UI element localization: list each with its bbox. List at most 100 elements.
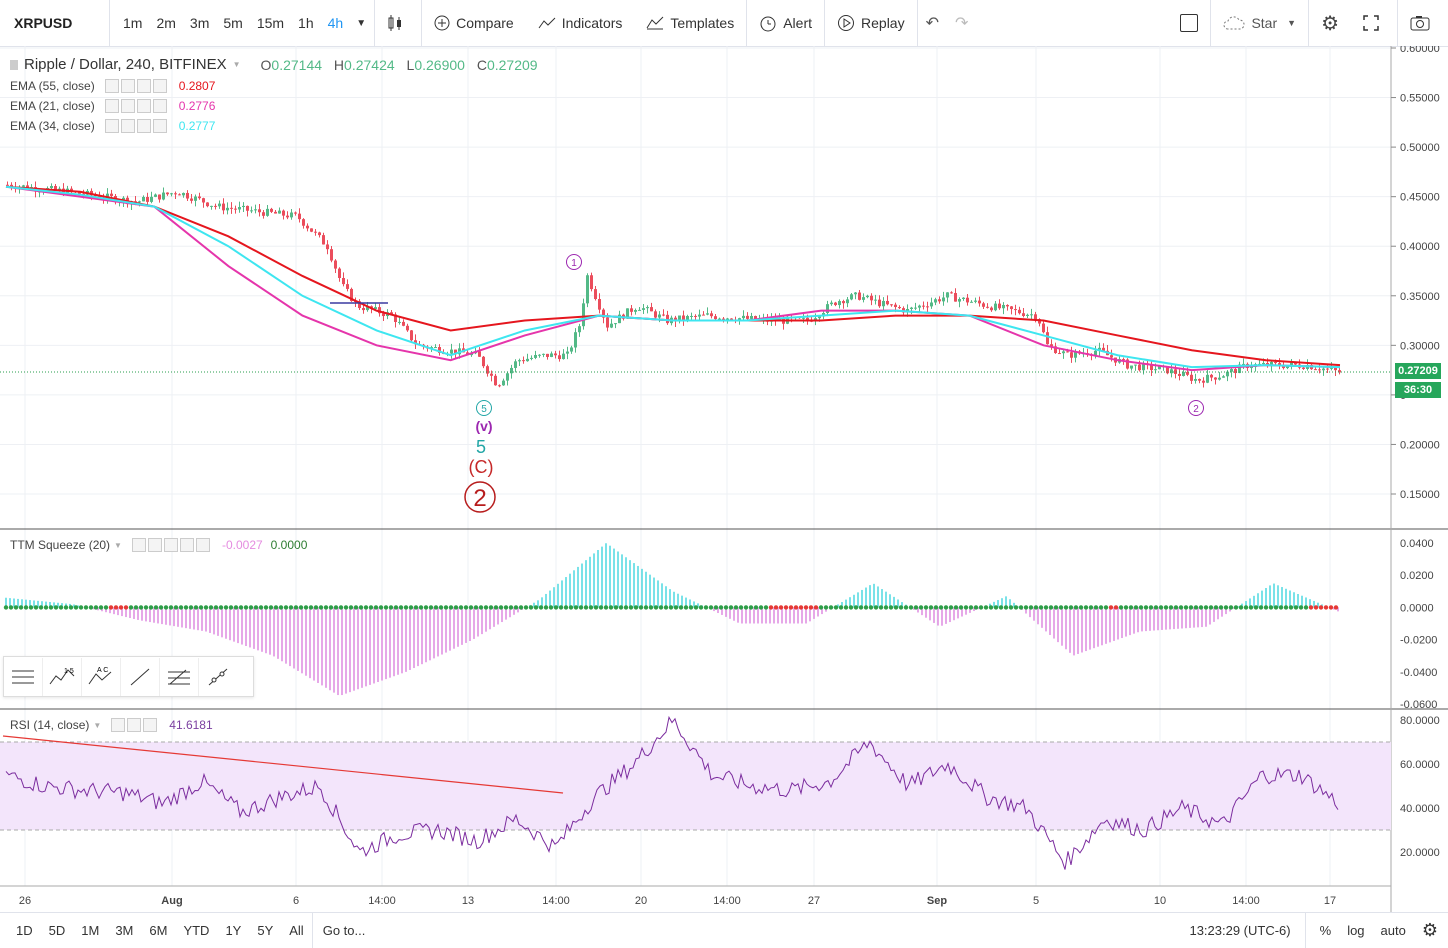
chevron-down-icon[interactable]: ▼ bbox=[356, 17, 367, 29]
range-all[interactable]: All bbox=[289, 923, 304, 938]
alert-button[interactable]: Alert bbox=[747, 0, 824, 46]
range-5d[interactable]: 5D bbox=[48, 923, 66, 938]
symbol-search[interactable]: XRPUSD bbox=[14, 15, 73, 31]
squeeze-dot bbox=[503, 605, 509, 610]
interval-15m[interactable]: 15m bbox=[256, 15, 285, 31]
templates-button[interactable]: Templates bbox=[634, 0, 746, 46]
time-tick-label: 6 bbox=[293, 895, 299, 907]
candle-body bbox=[538, 354, 541, 356]
redo-button[interactable]: ↷ bbox=[947, 0, 976, 46]
snapshot-button[interactable] bbox=[1398, 0, 1448, 46]
squeeze-dot bbox=[453, 605, 459, 610]
range-6m[interactable]: 6M bbox=[149, 923, 168, 938]
range-3m[interactable]: 3M bbox=[115, 923, 134, 938]
percent-toggle[interactable]: % bbox=[1319, 923, 1332, 938]
squeeze-dot bbox=[343, 605, 349, 610]
log-toggle[interactable]: log bbox=[1347, 923, 1365, 938]
squeeze-dot bbox=[223, 605, 229, 610]
auto-toggle[interactable]: auto bbox=[1380, 923, 1406, 938]
squeeze-dot bbox=[23, 605, 29, 610]
candle-body bbox=[1138, 364, 1141, 371]
squeeze-dot bbox=[713, 605, 719, 610]
time-tick-label: 14:00 bbox=[713, 895, 741, 907]
interval-1h[interactable]: 1h bbox=[298, 15, 314, 31]
goto-button[interactable]: Go to... bbox=[322, 923, 366, 938]
indicators-button[interactable]: Indicators bbox=[526, 0, 635, 46]
candle-body bbox=[842, 301, 845, 304]
squeeze-dot bbox=[383, 605, 389, 610]
candle-body bbox=[1242, 363, 1245, 365]
interval-3m[interactable]: 3m bbox=[189, 15, 210, 31]
candle-body bbox=[930, 302, 933, 307]
range-ytd[interactable]: YTD bbox=[183, 923, 210, 938]
layout-button[interactable] bbox=[1168, 0, 1210, 46]
chart-canvas[interactable]: 0.60000 0.55000 0.50000 0.45000 0.40000 0.350… bbox=[0, 46, 1448, 912]
gear-icon[interactable]: ⚙ bbox=[1421, 920, 1438, 940]
fib-icon[interactable] bbox=[160, 657, 199, 696]
measure-icon[interactable] bbox=[199, 658, 237, 696]
star-button[interactable]: Star ▼ bbox=[1211, 0, 1308, 46]
range-1y[interactable]: 1Y bbox=[225, 923, 242, 938]
squeeze-dot bbox=[973, 605, 979, 610]
ema-21-legend[interactable]: EMA (21, close) 0.2776 bbox=[10, 99, 216, 113]
candle-body bbox=[230, 207, 233, 209]
time-tick-label: 10 bbox=[1154, 895, 1166, 907]
interval-1m[interactable]: 1m bbox=[123, 15, 143, 31]
candle-body bbox=[574, 332, 577, 348]
candle-body bbox=[1002, 304, 1005, 309]
interval-2m[interactable]: 2m bbox=[156, 15, 176, 31]
indicator-controls[interactable] bbox=[131, 538, 212, 552]
trendline-icon[interactable] bbox=[121, 657, 160, 696]
candles-icon bbox=[388, 15, 402, 31]
candle-body bbox=[666, 314, 669, 324]
squeeze-dot bbox=[1328, 605, 1334, 610]
candle-body bbox=[358, 301, 361, 309]
rsi-legend[interactable]: RSI (14, close) ▼ 41.6181 bbox=[10, 718, 213, 732]
range-1m[interactable]: 1M bbox=[81, 923, 100, 938]
interval-5m[interactable]: 5m bbox=[223, 15, 243, 31]
elliott-impulse-icon[interactable]: 1 5 bbox=[43, 657, 82, 696]
squeeze-dot bbox=[928, 605, 934, 610]
candle-body bbox=[562, 353, 565, 360]
chart-type-button[interactable] bbox=[375, 0, 421, 46]
chevron-down-icon[interactable]: ▼ bbox=[232, 60, 241, 69]
undo-button[interactable]: ↶ bbox=[918, 0, 947, 46]
squeeze-dot bbox=[293, 605, 299, 610]
candle-body bbox=[1274, 361, 1277, 364]
candle-body bbox=[1210, 374, 1213, 378]
squeeze-dot bbox=[558, 605, 564, 610]
settings-button[interactable]: ⚙ bbox=[1309, 0, 1351, 46]
redo-icon: ↷ bbox=[955, 15, 969, 32]
squeeze-dot bbox=[1268, 605, 1274, 610]
ttm-legend[interactable]: TTM Squeeze (20) ▼ -0.0027 0.0000 bbox=[10, 538, 308, 552]
squeeze-dot bbox=[758, 605, 764, 610]
elliott-correction-icon[interactable]: A C bbox=[82, 657, 121, 696]
price-tick-label: 0.60000 bbox=[1400, 46, 1440, 55]
squeeze-dot bbox=[878, 605, 884, 610]
ema-55-legend[interactable]: EMA (55, close) 0.2807 bbox=[10, 79, 216, 93]
series-title[interactable]: Ripple / Dollar, 240, BITFINEX bbox=[24, 56, 227, 73]
divider bbox=[1304, 913, 1306, 948]
fullscreen-button[interactable] bbox=[1351, 0, 1397, 46]
ema-34-legend[interactable]: EMA (34, close) 0.2777 bbox=[10, 119, 216, 133]
wave-1-marker bbox=[566, 254, 582, 270]
clock-time[interactable]: 13:23:29 (UTC-6) bbox=[1189, 923, 1291, 938]
squeeze-dot bbox=[148, 605, 154, 610]
indicator-controls[interactable] bbox=[104, 79, 169, 93]
indicator-controls[interactable] bbox=[104, 99, 169, 113]
candle-body bbox=[550, 353, 553, 357]
range-5y[interactable]: 5Y bbox=[257, 923, 274, 938]
compare-button[interactable]: Compare bbox=[422, 0, 526, 46]
indicator-controls[interactable] bbox=[111, 718, 159, 732]
replay-button[interactable]: Replay bbox=[825, 0, 917, 46]
range-1d[interactable]: 1D bbox=[16, 923, 33, 938]
interval-4h[interactable]: 4h bbox=[327, 15, 344, 31]
candle-body bbox=[658, 314, 661, 318]
lines-tool-icon[interactable] bbox=[4, 657, 43, 696]
ttm-tick-label: 0.0200 bbox=[1400, 570, 1434, 582]
squeeze-dot bbox=[853, 605, 859, 610]
indicator-controls[interactable] bbox=[104, 119, 169, 133]
replay-icon bbox=[838, 15, 855, 31]
candle-body bbox=[590, 275, 593, 290]
candle-body bbox=[1322, 368, 1325, 371]
